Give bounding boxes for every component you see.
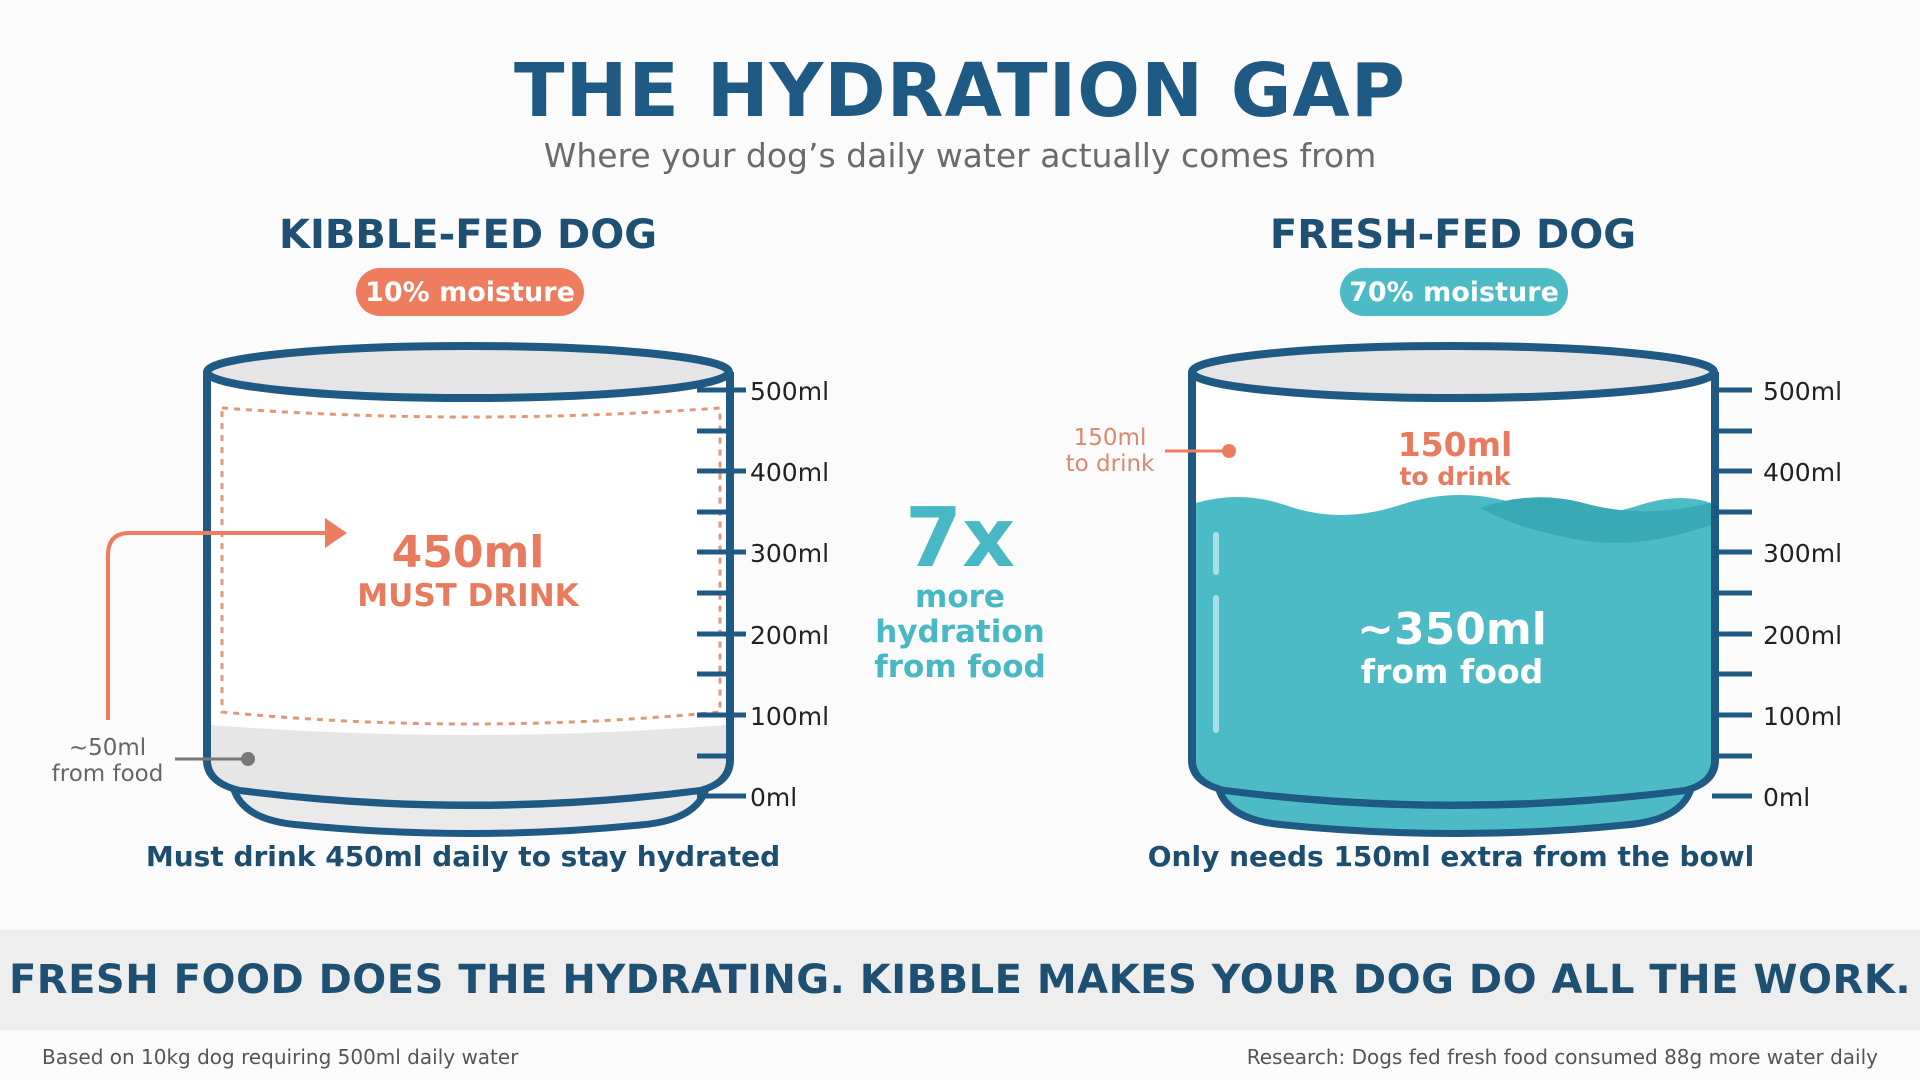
fresh-caption: Only needs 150ml extra from the bowl — [1147, 840, 1755, 873]
page-subtitle: Where your dog’s daily water actually co… — [543, 136, 1377, 175]
kibble-moisture-badge: 10% moisture — [356, 268, 584, 316]
fresh-title: FRESH-FED DOG — [1269, 212, 1637, 258]
kibble-must-drink-amount: 450ml — [391, 527, 545, 578]
comparison-multiplier: 7x — [905, 491, 1015, 586]
conclusion-text: FRESH FOOD DOES THE HYDRATING. KIBBLE MA… — [8, 957, 1912, 1003]
kibble-must-drink-label: MUST DRINK — [357, 578, 579, 614]
fresh-scale-200: 200ml — [1763, 621, 1843, 650]
comparison-line2: hydration — [875, 614, 1045, 650]
fresh-scale-500: 500ml — [1763, 377, 1843, 406]
fresh-scale-100: 100ml — [1763, 702, 1843, 731]
kibble-scale-0: 0ml — [750, 783, 798, 812]
kibble-scale-200: 200ml — [750, 621, 830, 650]
kibble-title: KIBBLE-FED DOG — [278, 212, 658, 258]
footnote-left: Based on 10kg dog requiring 500ml daily … — [42, 1045, 519, 1069]
fresh-scale-300: 300ml — [1763, 539, 1843, 568]
fresh-drink-annotation: 150ml to drink — [1050, 425, 1170, 477]
comparison-stat: 7x more hydration from food — [860, 498, 1060, 685]
kibble-scale-300: 300ml — [750, 539, 830, 568]
kibble-caption: Must drink 450ml daily to stay hydrated — [145, 840, 781, 873]
kibble-beaker — [106, 342, 746, 837]
kibble-food-label: from food — [51, 761, 164, 787]
fresh-annotation-amount: 150ml — [1073, 425, 1147, 451]
kibble-scale-400: 400ml — [750, 458, 830, 487]
kibble-scale-500: 500ml — [750, 377, 830, 406]
fresh-beaker — [1165, 342, 1752, 837]
fresh-food-label: from food — [1360, 652, 1544, 691]
comparison-line3: from food — [874, 649, 1046, 685]
kibble-scale-100: 100ml — [750, 702, 830, 731]
page-title: THE HYDRATION GAP — [513, 48, 1407, 134]
kibble-food-amount: ~50ml — [68, 735, 147, 761]
fresh-drink-label: to drink — [1399, 462, 1511, 491]
kibble-food-annotation: ~50ml from food — [40, 735, 175, 787]
conclusion-banner: FRESH FOOD DOES THE HYDRATING. KIBBLE MA… — [0, 930, 1920, 1030]
fresh-scale-400: 400ml — [1763, 458, 1843, 487]
footnote-right: Research: Dogs fed fresh food consumed 8… — [1246, 1045, 1878, 1069]
fresh-drink-amount: 150ml — [1397, 425, 1513, 464]
fresh-annotation-label: to drink — [1065, 451, 1155, 477]
fresh-moisture-badge: 70% moisture — [1340, 268, 1568, 316]
fresh-food-amount: ~350ml — [1357, 604, 1547, 655]
fresh-scale-0: 0ml — [1763, 783, 1811, 812]
comparison-line1: more — [915, 579, 1005, 615]
